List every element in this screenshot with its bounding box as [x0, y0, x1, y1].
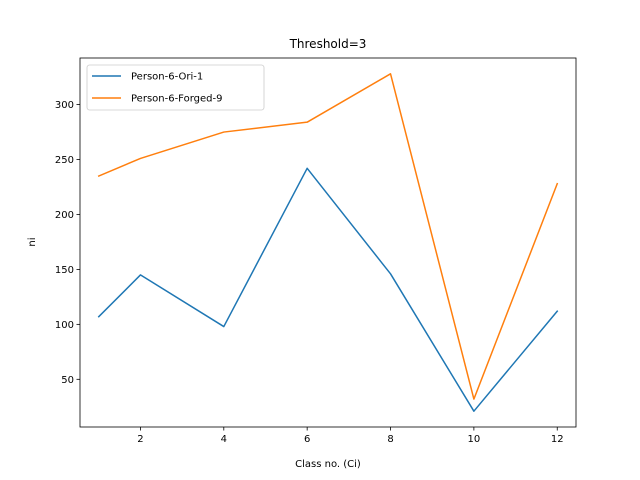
y-tick-label: 150: [55, 265, 74, 276]
x-tick-label: 6: [304, 434, 310, 445]
legend: Person-6-Ori-1 Person-6-Forged-9: [86, 64, 265, 111]
y-axis-label: ni: [27, 237, 38, 246]
series-line-2: [97, 73, 559, 400]
legend-label-1: Person-6-Ori-1: [131, 72, 203, 83]
x-axis: 2 4 6 8 10 12: [137, 427, 564, 445]
x-tick-label: 2: [137, 434, 143, 445]
y-tick-label: 200: [55, 210, 74, 221]
series-line-1: [97, 167, 559, 412]
x-tick-label: 4: [221, 434, 227, 445]
x-tick-label: 8: [387, 434, 393, 445]
y-tick-label: 100: [55, 320, 74, 331]
plot-frame: [79, 57, 577, 428]
y-tick-label: 50: [61, 375, 74, 386]
y-tick-label: 250: [55, 155, 74, 166]
y-tick-label: 300: [55, 100, 74, 111]
y-axis: 50 100 150 200 250 300: [55, 100, 80, 386]
legend-box: [86, 64, 265, 111]
series-layer: [97, 73, 559, 412]
chart-title: Threshold=3: [289, 37, 367, 51]
x-axis-label: Class no. (Ci): [295, 459, 361, 470]
x-tick-label: 10: [468, 434, 481, 445]
legend-label-2: Person-6-Forged-9: [131, 94, 222, 105]
x-tick-label: 12: [551, 434, 564, 445]
